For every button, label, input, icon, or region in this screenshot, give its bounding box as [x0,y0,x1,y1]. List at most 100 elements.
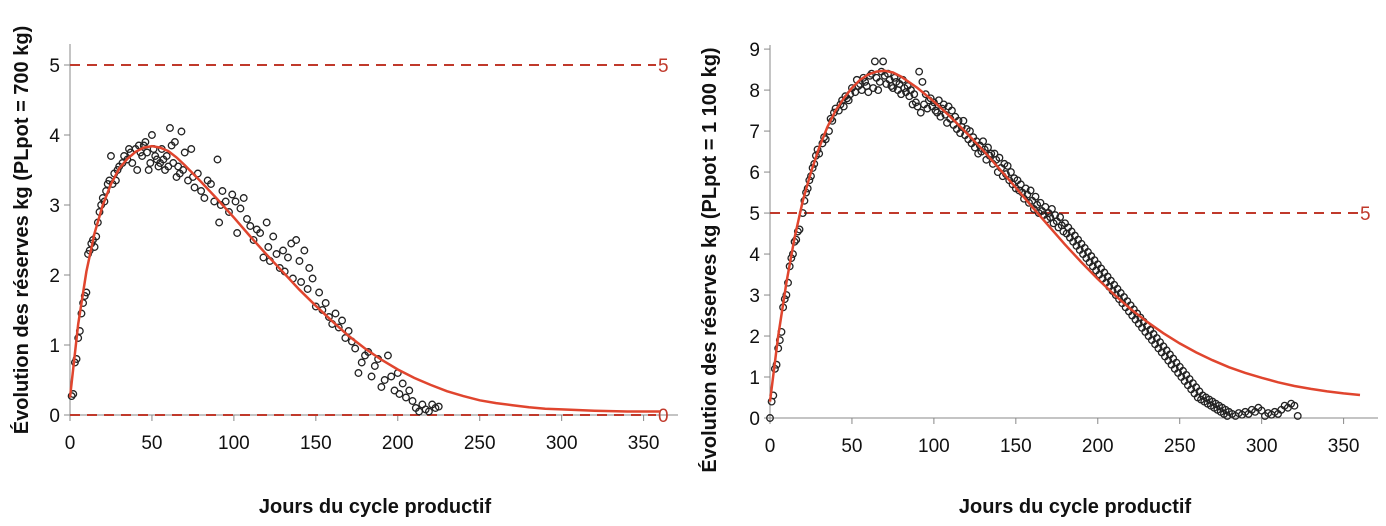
observation-point [370,362,379,370]
observation-point [936,112,945,121]
observation-point [354,369,363,377]
observation-point [984,143,992,152]
observation-point [965,127,974,136]
observation-point [839,102,848,111]
x-tick-label: 250 [464,433,496,454]
observation-point [284,253,292,262]
observation-point [264,243,273,251]
observation-point [1006,168,1015,177]
observation-point [887,82,896,90]
y-tick-label: 9 [749,40,760,61]
observation-point [338,316,347,325]
observation-point [916,108,925,117]
y-tick-label: 0 [49,406,60,427]
observation-point [324,313,333,321]
observation-point [239,194,248,202]
observation-point [879,57,888,66]
observation-point [200,194,209,202]
observation-point [351,344,360,353]
observation-point [405,386,414,395]
observation-point [918,77,927,86]
observation-point [221,197,230,206]
reference-line-label: 5 [658,56,669,77]
observation-point [380,376,389,384]
observation-point [792,235,801,244]
x-tick-label: 0 [65,433,76,454]
observation-point [179,166,188,174]
y-axis-label: Évolution des réserves kg (PLpot = 700 k… [10,26,33,434]
observation-point [424,407,433,416]
observation-point [408,397,417,405]
observation-point [888,84,897,92]
observation-point [1036,198,1045,207]
observation-point [279,246,288,255]
observation-point [295,257,304,265]
observation-point [861,77,870,86]
y-tick-label: 4 [749,245,760,266]
y-tick-label: 6 [749,163,760,184]
observation-point [782,291,791,299]
observation-point [177,127,186,136]
observation-point [206,180,215,188]
observation-point [910,90,919,99]
observation-point [934,96,943,105]
y-tick-label: 3 [749,286,760,307]
observation-point [213,155,222,164]
x-axis-label: Jours du cycle productif [959,496,1192,518]
x-axis-label: Jours du cycle productif [259,496,492,518]
observation-point [315,288,324,297]
chart-panel-2: 0 1 2 3 4 5 6 7 8 9 0 50 100 150 200 250 300 350 5 Jours du… [698,40,1378,518]
observation-point [1223,412,1232,420]
observation-point [334,323,343,332]
x-tick-label: 150 [300,433,332,454]
observation-point [262,218,271,227]
observation-point [170,138,179,146]
observation-point [243,215,251,223]
observation-point [162,152,171,160]
observation-point [383,351,392,360]
y-axis-label: Évolution des réserves kg (PLpot = 1 100… [698,47,721,472]
x-tick-label: 150 [1000,436,1032,457]
observation-point [331,309,340,318]
observation-point [772,360,781,369]
x-tick-label: 250 [1164,436,1196,457]
reference-line-label: 0 [658,406,669,427]
reference-line-label: 5 [1360,204,1371,225]
y-tick-label: 5 [749,204,760,225]
observation-point [1293,412,1302,420]
observation-point [231,197,240,206]
observation-point [144,166,153,174]
x-tick-label: 350 [628,433,660,454]
y-tick-label: 5 [49,56,60,77]
y-tick-label: 1 [749,368,760,389]
observation-point [939,100,948,109]
observation-point [233,229,242,237]
observation-point [187,145,196,153]
observation-point [321,299,330,307]
observation-point [197,187,206,195]
observation-point [897,90,906,99]
observation-point [297,278,306,286]
y-tick-label: 2 [49,266,60,287]
observation-point [190,183,199,192]
observation-point [911,98,920,107]
observation-point [341,334,350,342]
observation-point [228,190,237,199]
observation-point [218,187,227,195]
observation-point [249,236,258,244]
observation-point [402,393,410,402]
observation-point [305,264,314,272]
observation-point [995,153,1004,162]
observation-point [225,208,233,216]
y-tick-label: 1 [49,336,60,357]
y-tick-label: 4 [49,126,60,147]
fit-curve [768,69,1361,402]
x-tick-label: 0 [765,436,776,457]
observation-point [979,137,988,146]
observation-point [133,166,142,174]
observation-point [272,250,281,258]
observation-point [1290,401,1299,410]
observation-point [308,274,317,283]
observation-point [1046,213,1055,222]
